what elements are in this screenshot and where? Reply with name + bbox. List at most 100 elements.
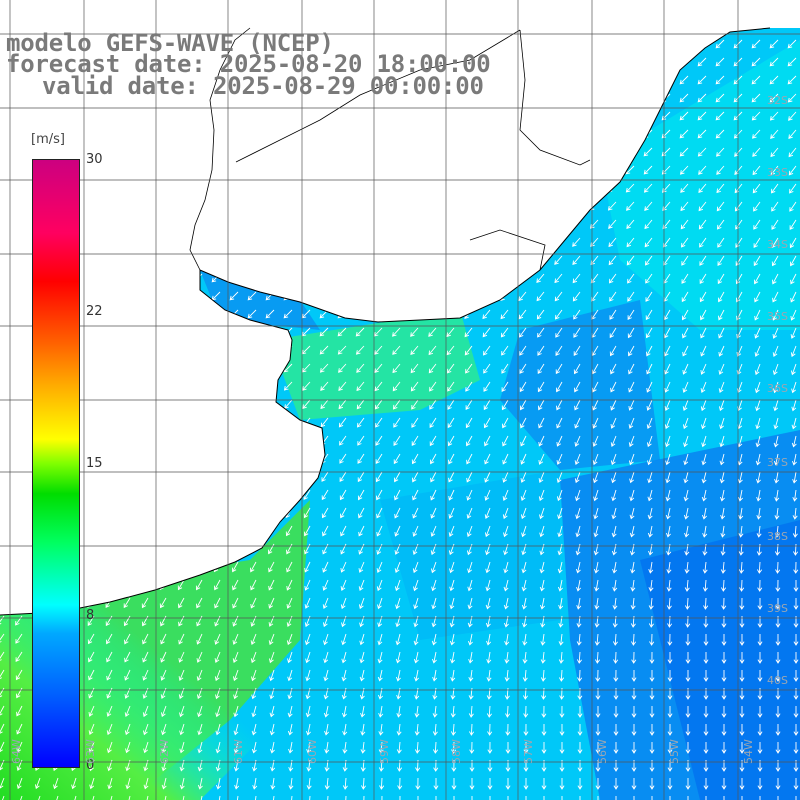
wind-arrow (739, 670, 745, 682)
wind-arrow (735, 273, 743, 285)
wind-arrow (487, 796, 493, 800)
wind-arrow (265, 129, 275, 139)
wind-arrow (553, 111, 563, 121)
wind-arrow (792, 489, 798, 502)
wind-arrow (211, 417, 221, 427)
wind-arrow (157, 435, 167, 445)
wind-arrow (139, 273, 149, 283)
wind-arrow (593, 525, 599, 538)
wind-arrow (701, 435, 707, 448)
wind-arrow (517, 93, 527, 103)
wind-arrow (502, 489, 509, 501)
wind-arrow (681, 291, 689, 303)
wind-arrow (557, 507, 563, 520)
wind-arrow (445, 273, 455, 283)
wind-arrow (431, 579, 437, 592)
wind-arrow (376, 579, 383, 592)
wind-arrow (554, 273, 563, 284)
wind-arrow (486, 705, 492, 718)
wind-arrow (499, 201, 509, 211)
wind-arrow (103, 309, 113, 319)
wind-arrow (339, 453, 347, 464)
wind-arrow (103, 453, 113, 463)
wind-arrow (104, 507, 113, 517)
wind-arrow (107, 795, 113, 800)
wind-arrow (535, 57, 545, 67)
wind-arrow (0, 651, 5, 662)
wind-arrow (499, 255, 509, 265)
wind-arrow (247, 183, 257, 193)
wind-arrow (792, 471, 798, 484)
wind-arrow (430, 525, 437, 537)
wind-arrow (571, 129, 581, 139)
lat-label: 38S (767, 530, 788, 543)
wind-arrow (322, 579, 329, 591)
wind-arrow (323, 669, 329, 682)
wind-arrow (320, 417, 329, 428)
wind-arrow (252, 795, 258, 800)
wind-arrow (229, 165, 239, 175)
wind-arrow (607, 39, 617, 49)
wind-arrow (649, 724, 655, 736)
wind-arrow (469, 796, 475, 800)
wind-arrow (13, 345, 23, 355)
wind-arrow (13, 453, 23, 463)
wind-arrow (193, 201, 203, 211)
wind-arrow (139, 291, 149, 301)
wind-arrow (411, 399, 419, 410)
wind-arrow (735, 255, 743, 267)
wind-arrow (85, 417, 95, 427)
wind-arrow (13, 507, 23, 517)
wind-arrow (286, 579, 293, 591)
wind-arrow (553, 183, 563, 193)
wind-arrow (211, 111, 221, 121)
wind-arrow (15, 687, 23, 699)
wind-arrow (250, 651, 257, 664)
wind-arrow (609, 327, 617, 339)
wind-arrow (720, 525, 726, 538)
wind-arrow (340, 561, 347, 573)
wind-arrow (685, 652, 691, 664)
wind-arrow (772, 291, 779, 303)
wind-arrow (391, 309, 401, 319)
wind-arrow (283, 147, 293, 157)
wind-arrow (445, 237, 455, 247)
wind-arrow (574, 453, 581, 465)
wind-arrow (193, 327, 203, 337)
wind-arrow (211, 309, 221, 319)
wind-arrow (558, 651, 564, 664)
wind-arrow (341, 669, 347, 682)
wind-arrow (625, 147, 635, 157)
wind-arrow (337, 237, 347, 247)
wind-arrow (0, 219, 5, 229)
wind-arrow (175, 147, 185, 157)
wind-arrow (517, 237, 527, 247)
wind-arrow (445, 255, 455, 265)
wind-arrow (229, 201, 239, 211)
wind-arrow (430, 561, 437, 574)
wind-arrow (179, 723, 185, 736)
wind-arrow (143, 795, 149, 800)
wind-arrow (304, 543, 311, 555)
wind-arrow (269, 741, 275, 754)
wind-arrow (16, 723, 23, 735)
wind-arrow (626, 237, 635, 248)
wind-arrow (556, 435, 563, 447)
wind-arrow (646, 345, 653, 357)
wind-arrow (157, 165, 167, 175)
wind-arrow (0, 75, 5, 85)
wind-arrow (304, 579, 311, 591)
wind-arrow (267, 507, 275, 519)
wind-arrow (121, 309, 131, 319)
wind-arrow (447, 399, 455, 410)
wind-arrow (739, 634, 745, 646)
wind-arrow (701, 471, 707, 484)
wind-arrow (397, 795, 403, 800)
wind-arrow (249, 525, 257, 537)
wind-arrow (699, 237, 707, 248)
wind-arrow (719, 489, 725, 502)
wind-arrow (319, 147, 329, 157)
wind-arrow (409, 309, 419, 319)
wind-arrow (229, 399, 239, 409)
wind-arrow (482, 309, 491, 320)
